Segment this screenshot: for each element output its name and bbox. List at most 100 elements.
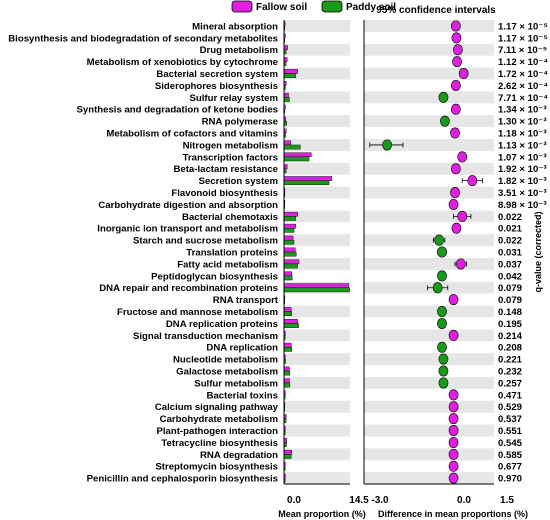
right-band [364,162,494,175]
diff-point [448,389,459,401]
left-tick-1: 14.5 [349,495,369,506]
right-tick-2: 1.5 [500,495,514,506]
q-value: 0.537 [498,414,522,425]
right-band [364,115,494,128]
right-band [364,377,494,389]
left-band [284,424,350,437]
row-label: Drug metabolism [200,45,278,56]
left-band [284,400,350,413]
diff-point [438,353,449,365]
q-value: 0.214 [498,331,523,342]
row-label: Biosynthesis and biodegradation of secon… [8,33,278,44]
right-band [364,258,494,270]
bar-fallow [283,69,298,74]
left-x-axis-label: Mean proportion (%) [278,509,366,519]
diff-point [450,127,460,139]
right-band [364,305,494,318]
row-label: Calcium signaling pathway [155,402,279,413]
diff-point [437,306,447,318]
q-value: 1.17 × 10⁻⁵ [498,33,548,44]
bar-paddy [283,73,297,78]
q-value: 0.551 [498,426,523,437]
row-label: DNA replication [206,343,278,354]
bar-fallow [283,366,290,372]
diff-point [439,115,450,127]
bar-fallow [283,92,289,98]
q-value: 7.11 × 10⁻⁵ [498,45,547,56]
bar-paddy [283,275,293,281]
left-band [284,162,350,175]
diff-point [448,329,459,341]
diff-point [450,79,461,91]
left-band [284,353,350,366]
bar-fallow [283,211,298,217]
diff-point [467,175,478,187]
diff-point [457,210,468,222]
row-label: Beta-lactam resistance [173,164,278,175]
row-label: Bacterial toxins [207,390,278,401]
q-value: 1.18 × 10⁻³ [498,128,547,139]
row-label: Transcription factors [183,152,278,163]
q-value: 0.148 [498,307,523,318]
right-band [364,353,494,366]
row-label: Carbohydrate metabolism [160,414,278,425]
row-label: Synthesis and degradation of ketone bodi… [76,105,278,116]
q-value: 0.257 [498,378,522,389]
diff-point [438,365,449,377]
left-band [284,186,350,199]
diff-point [451,32,462,44]
bar-paddy [283,287,350,293]
left-band [284,67,350,80]
left-band [284,139,350,151]
right-tick-1: 0.0 [457,495,471,506]
bar-paddy [283,156,310,162]
diff-point [437,317,447,329]
q-value: 1.12 × 10⁻⁴ [498,57,548,68]
right-band [364,67,494,80]
bar-paddy [283,454,292,459]
row-label: Metabolism of xenobiotics by cytochrome [87,57,278,68]
diff-point [457,151,468,163]
diff-point [455,258,466,270]
bar-paddy [283,311,292,316]
right-band [364,210,494,223]
q-value: 0.208 [498,343,523,354]
bar-fallow [283,449,292,455]
right-band [364,139,494,151]
row-label: Fructose and mannose metabolism [117,307,278,318]
row-label: Metabolism of cofactors and vitamins [106,128,278,139]
diff-point [448,436,459,448]
left-band [284,210,350,223]
q-value: 1.72 × 10⁻⁴ [498,69,548,80]
bar-paddy [283,216,297,221]
q-value: 0.195 [498,319,523,330]
bar-fallow [283,307,292,312]
row-label: Tetracycline biosynthesis [161,438,278,449]
bar-fallow [283,319,298,324]
right-x-axis-label: Difference in mean proportions (%) [378,509,528,519]
right-band [364,424,494,437]
left-band [284,472,350,485]
diff-point [448,472,459,484]
left-band [284,115,350,128]
diff-point [452,56,462,68]
row-label: Starch and sucrose metabolism [133,236,278,247]
q-value: 0.529 [498,402,522,413]
bar-paddy [283,382,291,388]
row-label: Siderophores biosynthesis [155,81,278,92]
q-value: 0.021 [498,224,523,235]
bar-paddy [283,323,299,328]
right-band [364,20,494,32]
bar-fallow [283,378,290,384]
diff-point [438,91,449,103]
diff-point [432,282,443,294]
legend-swatch-fallow [231,0,253,13]
diff-point [450,20,461,32]
q-value: 0.022 [498,212,522,223]
legend-label-paddy: Paddy soil [346,2,396,13]
left-band [284,305,350,318]
diff-point [434,234,445,246]
row-label: Sulfur metabolism [194,378,278,389]
q-value: 1.07 × 10⁻³ [498,152,547,163]
diff-point [458,68,469,80]
